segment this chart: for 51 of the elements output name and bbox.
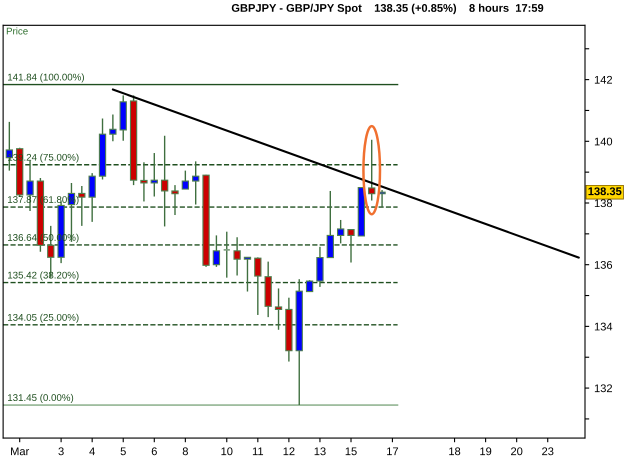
y-tick-label: 132 (594, 384, 612, 392)
candlestick (254, 256, 262, 316)
candlestick (150, 152, 158, 198)
candlestick (140, 162, 148, 202)
candlestick (212, 234, 220, 268)
candlestick (347, 228, 355, 264)
chart-title: GBPJPY - GBP/JPY Spot 138.35 (+0.85%) 8 hours 17:59 (232, 4, 544, 14)
x-tick-label: 4 (89, 447, 95, 456)
x-tick-label: 10 (221, 447, 233, 456)
ref-line-label: 134.05 (25.00%) (8, 314, 79, 323)
candlestick (182, 170, 190, 190)
ref-line-label: 131.45 (0.00%) (8, 394, 74, 403)
candlestick (78, 185, 86, 227)
candlestick (368, 139, 376, 202)
x-tick-label: 13 (314, 447, 326, 456)
x-tick-label: Mar (11, 447, 30, 456)
x-tick-label: 18 (449, 447, 460, 456)
candlestick (244, 256, 252, 292)
x-tick-label: 23 (542, 447, 554, 456)
x-tick-label: 6 (152, 447, 157, 456)
y-tick-label: 142 (594, 76, 612, 84)
candlestick (192, 160, 200, 206)
x-tick-label: 12 (284, 447, 295, 456)
candlestick (316, 246, 324, 288)
ref-line-label: 141.84 (100.00%) (8, 73, 84, 82)
candlestick (109, 114, 117, 142)
x-tick-label: 17 (387, 447, 398, 456)
x-tick-label: 19 (480, 447, 492, 456)
y-tick-label: 134 (594, 322, 612, 331)
candlestick (160, 135, 168, 228)
x-tick-label: 20 (511, 447, 522, 456)
x-tick-label: 3 (58, 447, 64, 456)
ref-line-label: 135.42 (38.20%) (8, 271, 79, 280)
x-tick-label: 5 (120, 447, 126, 456)
y-tick-label: 138 (594, 199, 612, 208)
x-tick-label: 15 (346, 447, 357, 456)
x-tick-label: 11 (252, 447, 264, 456)
y-tick-label: 136 (594, 260, 612, 269)
candlestick (274, 288, 282, 330)
candlestick (378, 189, 386, 208)
candlestick (171, 184, 179, 216)
y-axis-title: Price (6, 27, 28, 35)
y-tick-label: 140 (594, 138, 612, 146)
candlestick (88, 172, 96, 223)
candlestick (306, 279, 314, 293)
x-tick-label: 8 (182, 447, 188, 456)
candlestick (222, 230, 231, 278)
candlestick (233, 236, 241, 276)
annotation: 138.35 (588, 187, 622, 196)
candlestick (336, 219, 344, 244)
candlestick (326, 190, 334, 258)
